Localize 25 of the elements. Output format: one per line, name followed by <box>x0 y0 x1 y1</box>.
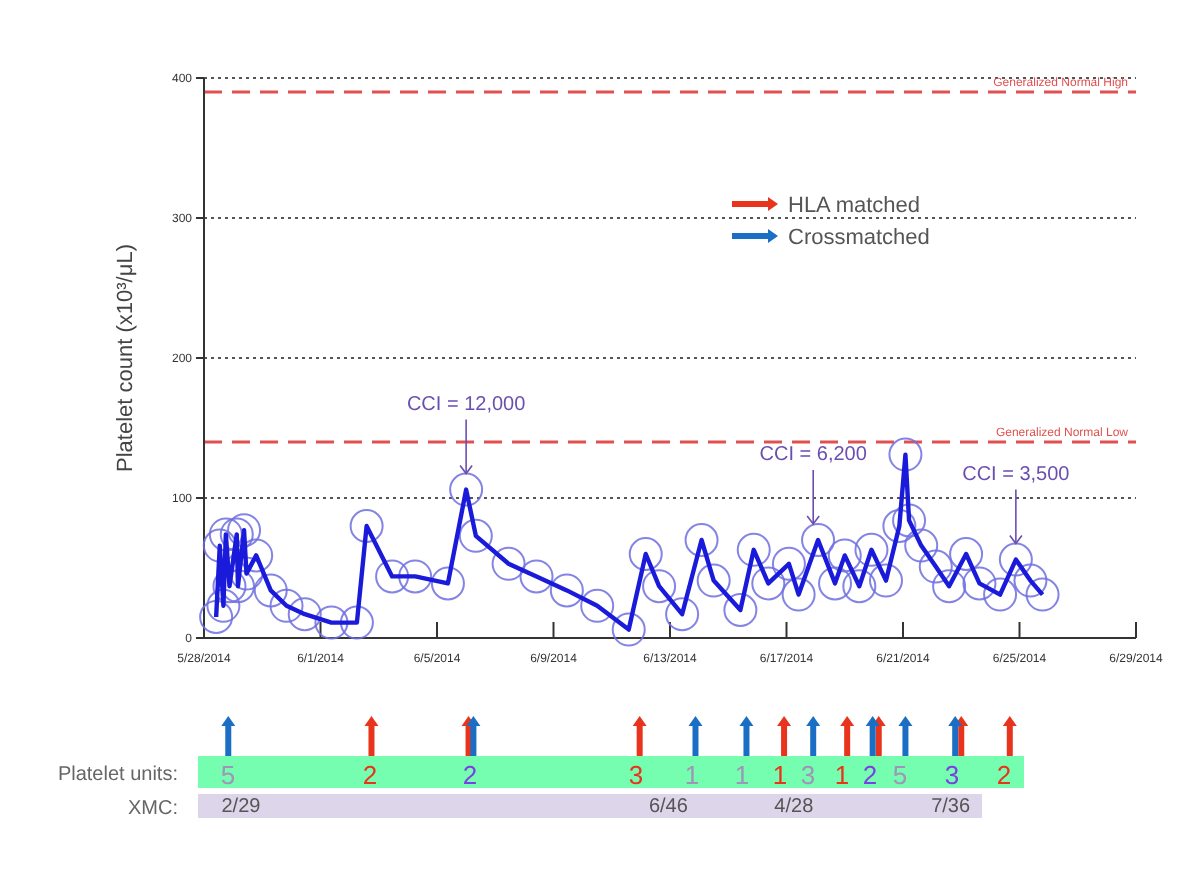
data-label: 5 <box>220 760 236 790</box>
text: 6/46 <box>648 796 689 818</box>
annotation: CCI = 3,500 <box>962 463 1071 486</box>
annotation: CCI = 12,000 <box>406 393 527 416</box>
data-label: 3 <box>800 760 816 790</box>
text: 2/29 <box>221 796 262 818</box>
data-label: 2 <box>996 760 1012 790</box>
y-axis-title: Platelet count (x10³/μL) <box>114 244 138 472</box>
legend-label: Crossmatched <box>788 226 930 250</box>
annotation: CCI = 6,200 <box>759 444 868 466</box>
data-label: 3 <box>628 760 644 790</box>
data-label: 3 <box>944 760 960 790</box>
data-label: 1 <box>684 760 700 790</box>
data-label: 2 <box>462 760 478 790</box>
data-label: 2 <box>362 760 378 790</box>
text: 4/28 <box>774 796 815 818</box>
data-label: 1 <box>834 760 850 790</box>
text: 7/36 <box>931 796 971 818</box>
text: Platelet units: <box>57 764 178 786</box>
data-label: 5 <box>892 760 908 790</box>
data-label: 2 <box>862 760 878 790</box>
data-label: 1 <box>734 760 750 790</box>
legend-label: HLA matched <box>788 194 921 218</box>
text: XMC: <box>128 798 178 820</box>
data-label: 1 <box>772 760 788 790</box>
